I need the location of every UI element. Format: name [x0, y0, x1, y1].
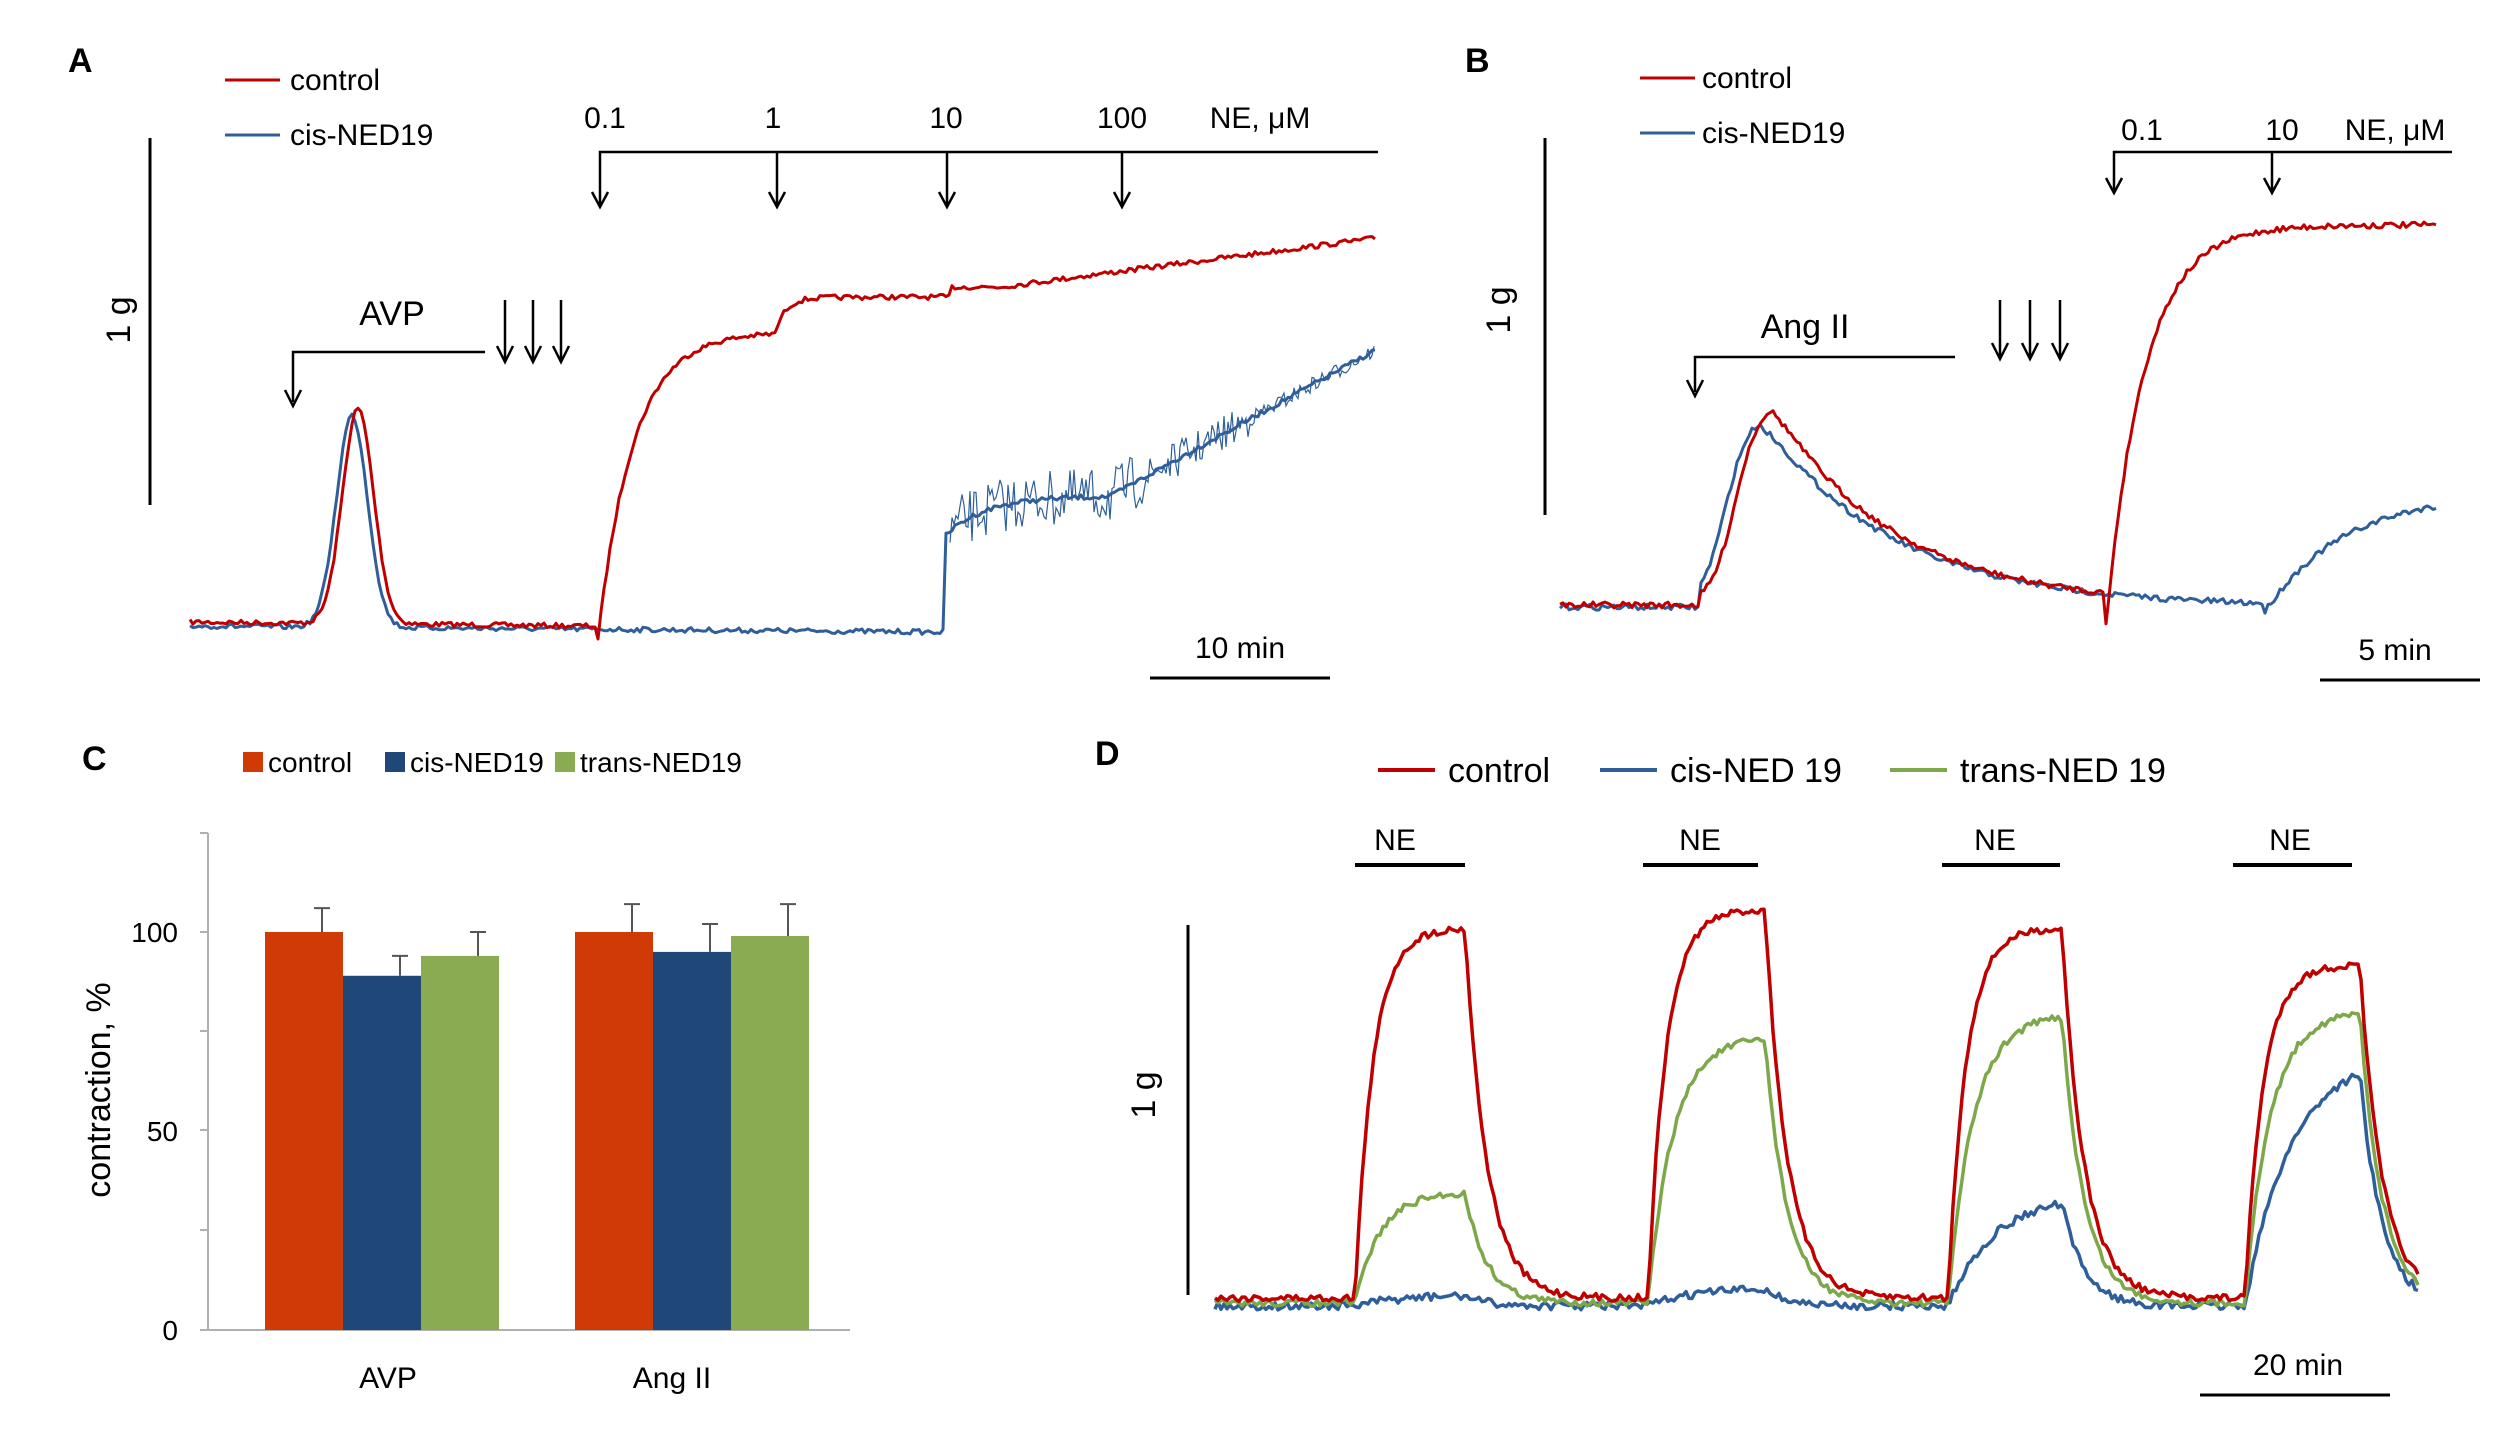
legend-a-control-label: control: [290, 64, 380, 97]
errbar-control-0: [314, 907, 330, 932]
d-ne-label-4: NE: [2269, 824, 2311, 857]
scale-a-y-label: 1 g: [100, 296, 138, 343]
stim-a-bracket: [291, 350, 485, 402]
c-xtick-avp: AVP: [359, 1362, 417, 1395]
legend-d-trans-label: trans-NED 19: [1960, 752, 2166, 790]
legend-c-control-swatch: [243, 752, 263, 772]
panel-b: B control cis-NED19 1 g 5 min Ang II 0.1…: [1465, 42, 2480, 682]
c-y-ticks: [200, 832, 208, 1331]
ne-b-dose-0: 0.1: [2121, 114, 2163, 147]
ne-a-arrows: [590, 152, 1132, 210]
trace-a-cis-noise: [949, 345, 1375, 543]
c-ytick-100: 100: [131, 917, 178, 948]
scale-b-x-label: 5 min: [2358, 634, 2431, 667]
washout-arrows-b: [1990, 300, 2070, 362]
ne-b-label: NE, μM: [2345, 114, 2446, 147]
panel-b-letter: B: [1465, 42, 1490, 80]
d-ne-label-1: NE: [1374, 824, 1416, 857]
trace-a-cis: [189, 348, 1376, 636]
panel-d-letter: D: [1095, 735, 1120, 773]
legend-c-cis-label: cis-NED19: [410, 747, 544, 778]
panel-a-letter: A: [68, 42, 93, 80]
legend-b-cis-label: cis-NED19: [1702, 117, 1845, 150]
bar-trans-ned19-avp: [421, 955, 499, 1330]
c-xtick-angii: Ang II: [633, 1362, 711, 1395]
bar-trans-ned19-angii: [731, 935, 809, 1330]
c-ytick-50: 50: [147, 1116, 178, 1147]
d-ne-markers: NE NE NE NE: [1355, 824, 2352, 867]
errbar-cis-ned19-1: [702, 923, 718, 952]
c-bars: [265, 903, 809, 1330]
panel-c-letter: C: [82, 740, 107, 778]
legend-c-cis-swatch: [385, 752, 405, 772]
d-ne-label-2: NE: [1679, 824, 1721, 857]
errbar-cis-ned19-0: [392, 954, 408, 976]
ne-a-dose-0: 0.1: [584, 102, 626, 135]
scale-a-x-label: 10 min: [1195, 632, 1285, 665]
legend-a-cis-label: cis-NED19: [290, 119, 433, 152]
bar-control-avp: [265, 932, 343, 1330]
legend-b-control-label: control: [1702, 62, 1792, 95]
ne-b-arrows: [2104, 152, 2282, 196]
legend-c-trans-label: trans-NED19: [580, 747, 742, 778]
ne-b-dose-1: 10: [2265, 114, 2298, 147]
ne-a-dose-1: 1: [765, 102, 782, 135]
trace-a-control: [188, 235, 1376, 641]
stim-b-label: Ang II: [1761, 308, 1850, 346]
trace-d-trans: [1213, 1011, 2420, 1309]
legend-d-control-label: control: [1448, 752, 1550, 790]
c-ytick-0: 0: [162, 1315, 178, 1346]
bar-control-angii: [575, 932, 653, 1330]
scale-d-x-label: 20 min: [2253, 1349, 2343, 1382]
stim-b-bracket: [1693, 355, 1955, 392]
panel-d: D control cis-NED 19 trans-NED 19 NE NE …: [1095, 735, 2420, 1397]
trace-d-control: [1213, 907, 2420, 1304]
ne-b-bracket: [2112, 150, 2452, 190]
stim-a-label: AVP: [359, 295, 425, 333]
legend-c-trans-swatch: [555, 752, 575, 772]
stim-a-arrowhead: [283, 389, 303, 409]
ne-a-bracket: [598, 150, 1378, 205]
ne-a-dose-2: 10: [929, 102, 962, 135]
errbar-trans-ned19-0: [470, 931, 486, 956]
ne-a-label: NE, μM: [1210, 102, 1311, 135]
ne-a-dose-3: 100: [1097, 102, 1147, 135]
errbar-control-1: [624, 903, 640, 932]
scale-d-y-label: 1 g: [1125, 1071, 1163, 1118]
panel-a: A control cis-NED19 1 g 10 min AVP 0.1 1…: [68, 42, 1378, 680]
trace-b-cis: [1558, 424, 2437, 615]
scale-b-y-label: 1 g: [1480, 286, 1518, 333]
d-ne-label-3: NE: [1974, 824, 2016, 857]
washout-arrows-a: [495, 300, 571, 365]
c-ylabel: contraction, %: [80, 982, 118, 1197]
trace-b-control: [1559, 220, 2437, 626]
bar-cis-ned19-avp: [343, 975, 421, 1330]
errbar-trans-ned19-1: [780, 903, 796, 936]
panel-c: C control cis-NED19 trans-NED19 0 50 100…: [80, 740, 850, 1395]
legend-c-control-label: control: [268, 747, 352, 778]
bar-cis-ned19-angii: [653, 951, 731, 1330]
legend-d-cis-label: cis-NED 19: [1670, 752, 1842, 790]
stim-b-arrowhead: [1685, 379, 1705, 399]
